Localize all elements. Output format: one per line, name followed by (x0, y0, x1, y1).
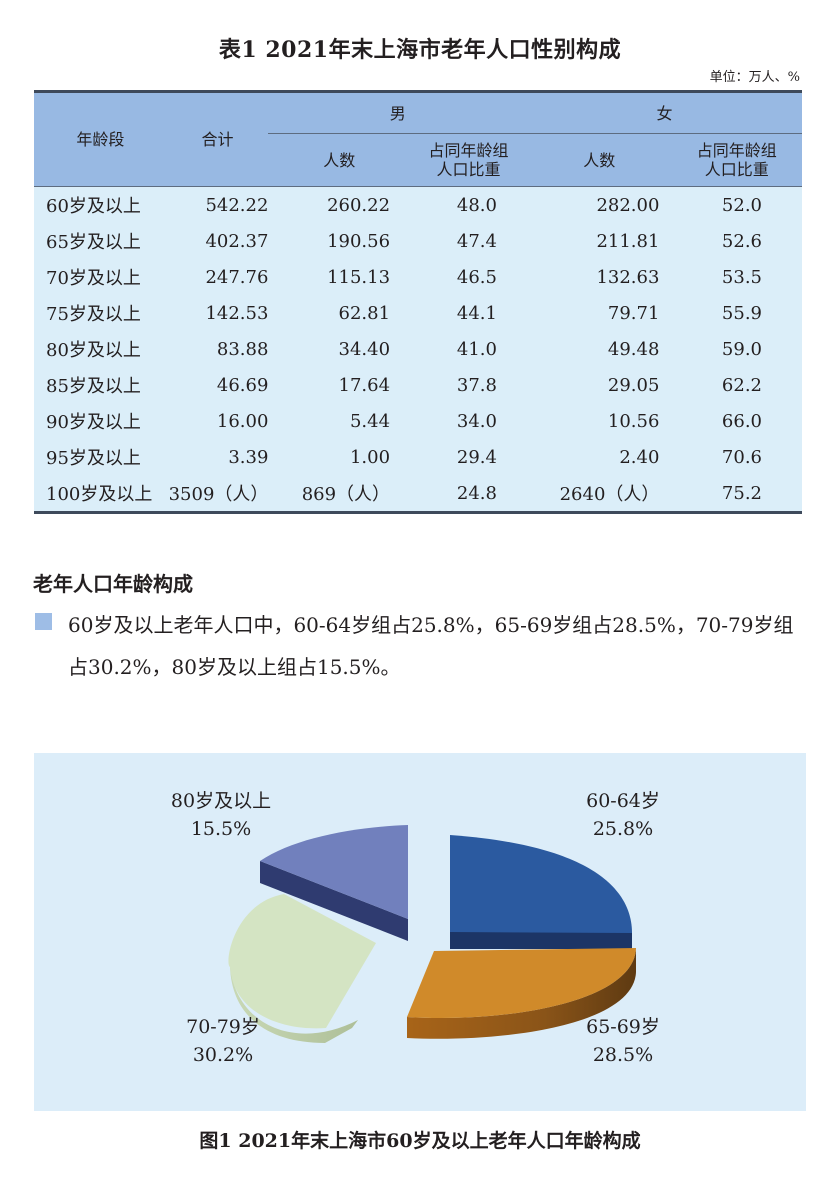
label-60-64: 60-64岁 25.8% (586, 790, 660, 840)
male-count-cell: 17.64 (338, 374, 391, 396)
male-count-cell: 115.13 (327, 266, 391, 288)
age-cell: 70岁及以上 (46, 268, 141, 289)
population-gender-table: 年龄段 合计 男 女 人数 占同年龄组 人口比重 人数 占同年龄组 人口比重 60岁… (34, 90, 802, 514)
female-count-cell: 29.05 (607, 374, 660, 396)
section-paragraph: 60岁及以上老年人口中，60-64岁组占25.8%，65-69岁组占28.5%，… (68, 613, 794, 679)
table-row: 100岁及以上 3509（人） 869（人） 24.8 2640（人） 75.2 (34, 475, 802, 513)
female-share-cell: 62.2 (721, 374, 762, 396)
female-share-cell: 52.6 (721, 230, 762, 252)
label-80-plus: 80岁及以上 15.5% (170, 790, 272, 840)
age-cell: 60岁及以上 (46, 196, 141, 217)
square-bullet-icon (35, 613, 52, 630)
male-share-cell: 29.4 (456, 446, 497, 468)
female-share-cell: 52.0 (721, 194, 762, 216)
header-female-share: 占同年龄组 人口比重 (671, 133, 802, 187)
age-cell: 95岁及以上 (46, 448, 141, 469)
male-count-cell: 62.81 (338, 302, 391, 324)
table-row: 95岁及以上 3.39 1.00 29.4 2.40 70.6 (34, 439, 802, 475)
female-share-cell: 53.5 (721, 266, 762, 288)
male-share-cell: 41.0 (456, 338, 497, 360)
female-count-cell: 10.56 (607, 410, 660, 432)
label-70-79: 70-79岁 30.2% (186, 1016, 260, 1066)
section-title: 老年人口年龄构成 (33, 572, 193, 596)
male-share-cell: 24.8 (456, 482, 497, 504)
age-cell: 65岁及以上 (46, 232, 141, 253)
male-count-cell: 5.44 (349, 410, 391, 432)
total-cell: 83.88 (216, 338, 269, 360)
age-cell: 90岁及以上 (46, 412, 141, 433)
male-count-cell: 190.56 (327, 230, 391, 252)
header-male-count: 人数 (268, 133, 411, 187)
table-row: 80岁及以上 83.88 34.40 41.0 49.48 59.0 (34, 331, 802, 367)
total-cell: 402.37 (205, 230, 269, 252)
total-cell: 142.53 (205, 302, 269, 324)
male-share-cell: 44.1 (456, 302, 497, 324)
female-count-cell: 2.40 (619, 446, 660, 468)
table-unit: 单位：万人、% (709, 70, 800, 85)
total-cell: 16.00 (216, 410, 269, 432)
female-share-cell: 75.2 (721, 482, 762, 504)
header-age-group: 年龄段 (34, 91, 167, 187)
pie-chart-graphic (228, 825, 636, 1043)
female-count-cell: 2640（人） (559, 484, 660, 505)
figure-caption: 图1 2021年末上海市60岁及以上老年人口年龄构成 (199, 1130, 641, 1152)
male-count-cell: 1.00 (349, 446, 391, 468)
header-total: 合计 (166, 91, 269, 187)
age-cell: 80岁及以上 (46, 340, 141, 361)
table-row: 60岁及以上 542.22 260.22 48.0 282.00 52.0 (34, 187, 802, 224)
female-count-cell: 282.00 (596, 194, 660, 216)
header-male-share: 占同年龄组 人口比重 (410, 133, 527, 187)
female-share-cell: 59.0 (721, 338, 762, 360)
header-female-count: 人数 (526, 133, 672, 187)
female-count-cell: 49.48 (607, 338, 660, 360)
total-cell: 46.69 (216, 374, 269, 396)
male-count-cell: 260.22 (327, 194, 391, 216)
slice-80-plus (260, 825, 408, 941)
table-row: 90岁及以上 16.00 5.44 34.0 10.56 66.0 (34, 403, 802, 439)
female-share-cell: 70.6 (721, 446, 762, 468)
total-cell: 3.39 (228, 446, 269, 468)
table-row: 65岁及以上 402.37 190.56 47.4 211.81 52.6 (34, 223, 802, 259)
table-row: 70岁及以上 247.76 115.13 46.5 132.63 53.5 (34, 259, 802, 295)
age-cell: 85岁及以上 (46, 376, 141, 397)
male-share-cell: 46.5 (456, 266, 497, 288)
slice-65-69 (407, 948, 636, 1039)
table-row: 75岁及以上 142.53 62.81 44.1 79.71 55.9 (34, 295, 802, 331)
total-cell: 3509（人） (168, 484, 269, 505)
pie-chart: 80岁及以上 15.5% 60-64岁 25.8% 70-79岁 30.2% 65-6… (34, 753, 806, 1111)
total-cell: 542.22 (205, 194, 269, 216)
male-share-cell: 34.0 (456, 410, 497, 432)
male-share-cell: 37.8 (456, 374, 497, 396)
female-share-cell: 66.0 (721, 410, 762, 432)
table-title: 表1 2021年末上海市老年人口性别构成 (218, 37, 622, 63)
header-female: 女 (526, 91, 802, 134)
total-cell: 247.76 (205, 266, 269, 288)
male-count-cell: 869（人） (301, 484, 391, 505)
female-count-cell: 79.71 (607, 302, 660, 324)
male-count-cell: 34.40 (338, 338, 391, 360)
female-count-cell: 132.63 (596, 266, 660, 288)
male-share-cell: 48.0 (456, 194, 497, 216)
header-male: 男 (268, 91, 527, 134)
table-row: 85岁及以上 46.69 17.64 37.8 29.05 62.2 (34, 367, 802, 403)
label-65-69: 65-69岁 28.5% (586, 1016, 660, 1066)
age-cell: 75岁及以上 (46, 304, 141, 325)
female-count-cell: 211.81 (596, 230, 660, 252)
slice-70-79 (228, 894, 376, 1043)
female-share-cell: 55.9 (721, 302, 762, 324)
male-share-cell: 47.4 (456, 230, 497, 252)
slice-60-64 (450, 835, 632, 949)
age-cell: 100岁及以上 (46, 484, 153, 505)
